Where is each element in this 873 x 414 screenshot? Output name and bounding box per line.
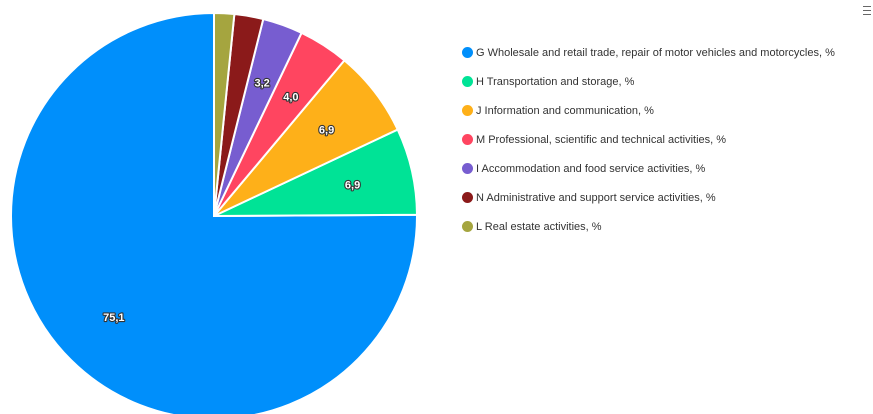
slice-data-label-3: 4,0 (283, 92, 298, 104)
legend-item-0[interactable]: G Wholesale and retail trade, repair of … (462, 38, 835, 67)
legend-item-2[interactable]: J Information and communication, % (462, 96, 835, 125)
legend-item-5[interactable]: N Administrative and support service act… (462, 183, 835, 212)
chart-legend: G Wholesale and retail trade, repair of … (462, 38, 835, 241)
legend-label-3: M Professional, scientific and technical… (476, 133, 727, 146)
legend-item-1[interactable]: H Transportation and storage, % (462, 67, 835, 96)
legend-item-4[interactable]: I Accommodation and food service activit… (462, 154, 835, 183)
legend-label-1: H Transportation and storage, % (476, 75, 635, 88)
legend-label-2: J Information and communication, % (476, 104, 654, 117)
pie-slice-6[interactable] (213, 11, 236, 217)
slice-data-label-0: 75,1 (103, 312, 124, 324)
legend-marker-1 (462, 76, 473, 87)
slice-data-label-2: 6,9 (319, 124, 334, 136)
legend-marker-6 (462, 221, 473, 232)
legend-item-3[interactable]: M Professional, scientific and technical… (462, 125, 835, 154)
legend-label-0: G Wholesale and retail trade, repair of … (476, 46, 835, 59)
legend-label-4: I Accommodation and food service activit… (476, 162, 706, 175)
hamburger-menu-icon[interactable] (863, 6, 871, 15)
legend-marker-2 (462, 105, 473, 116)
legend-marker-4 (462, 163, 473, 174)
slice-data-label-4: 3,2 (254, 77, 269, 89)
pie-slice-0[interactable] (10, 11, 418, 414)
legend-marker-3 (462, 134, 473, 145)
legend-label-6: L Real estate activities, % (476, 220, 602, 233)
legend-marker-0 (462, 47, 473, 58)
legend-label-5: N Administrative and support service act… (476, 191, 716, 204)
legend-marker-5 (462, 192, 473, 203)
legend-item-6[interactable]: L Real estate activities, % (462, 212, 835, 241)
slice-data-label-1: 6,9 (345, 180, 360, 192)
